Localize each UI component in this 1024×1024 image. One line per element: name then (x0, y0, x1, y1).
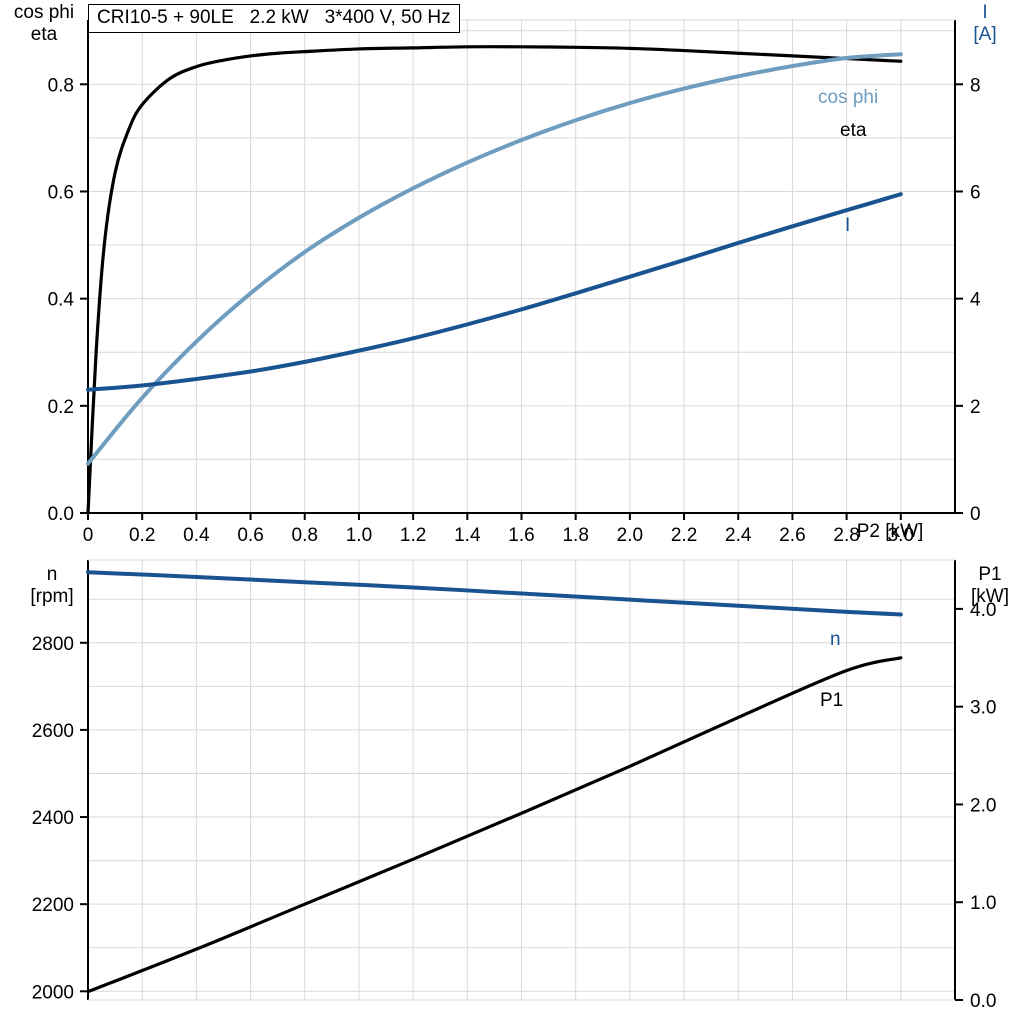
upper-x-axis-title: P2 [kW] (857, 521, 924, 542)
curve-I (86, 192, 903, 392)
svg-text:3.0: 3.0 (970, 698, 996, 719)
lower-right-axis-title-line2: [kW] (971, 586, 1009, 607)
curve-n (86, 570, 903, 617)
svg-text:2200: 2200 (32, 895, 74, 916)
curve-eta (86, 45, 903, 515)
svg-text:1.4: 1.4 (454, 525, 481, 546)
svg-text:3.0: 3.0 (888, 525, 914, 546)
lower-left-axis-title-line1: n (47, 564, 58, 585)
svg-text:1.8: 1.8 (562, 525, 588, 546)
svg-text:2.0: 2.0 (617, 525, 643, 546)
svg-text:1.6: 1.6 (508, 525, 534, 546)
svg-text:0.8: 0.8 (292, 525, 318, 546)
upper-left-axis-title-line1: cos phi (14, 2, 74, 23)
svg-text:0.2: 0.2 (129, 525, 155, 546)
upper-left-axis-title-line2: eta (31, 24, 58, 45)
upper-tick-labels: 0 0.2 0.4 0.6 0.8 1.0 1.2 1.4 1.6 1.8 2.0 2.2 2.4 2.6… (48, 75, 981, 546)
curve-label-speed: n (830, 629, 841, 650)
svg-text:2600: 2600 (32, 721, 74, 742)
svg-text:0.0: 0.0 (970, 991, 996, 1012)
svg-text:2400: 2400 (32, 808, 74, 829)
upper-plot: 0 0.2 0.4 0.6 0.8 1.0 1.2 1.4 1.6 1.8 2.0 2.2 2.4 2.6… (14, 2, 997, 546)
svg-text:1.2: 1.2 (400, 525, 426, 546)
lower-tick-labels: 2000 2200 2400 2600 2800 0.0 1.0 2.0 3.0 4.0 (32, 600, 997, 1012)
svg-text:2.4: 2.4 (725, 525, 752, 546)
lower-gridlines (87, 560, 955, 1000)
svg-text:2800: 2800 (32, 634, 74, 655)
curve-label-p1: P1 (820, 690, 843, 711)
lower-plot: 2000 2200 2400 2600 2800 0.0 1.0 2.0 3.0 4.0 n [r… (30, 559, 1009, 1012)
svg-text:0.2: 0.2 (48, 397, 74, 418)
curve-cos-phi (86, 52, 903, 466)
lower-curves (86, 570, 903, 994)
upper-curves (86, 45, 903, 515)
svg-text:1.0: 1.0 (346, 525, 372, 546)
curve-label-eta: eta (840, 120, 867, 141)
svg-text:0.6: 0.6 (237, 525, 263, 546)
svg-text:0.6: 0.6 (48, 182, 74, 203)
svg-text:0.8: 0.8 (48, 75, 74, 96)
upper-right-axis-title-line1: I (982, 2, 987, 23)
curve-P1 (86, 656, 903, 994)
svg-text:1.0: 1.0 (970, 893, 996, 914)
lower-left-axis-title-line2: [rpm] (30, 586, 73, 607)
upper-right-axis-title-line2: [A] (973, 24, 996, 45)
svg-text:8: 8 (970, 75, 981, 96)
svg-text:0: 0 (83, 525, 94, 546)
svg-text:2: 2 (970, 397, 981, 418)
curve-label-current: I (845, 215, 850, 236)
svg-text:6: 6 (970, 182, 981, 203)
chart-title-box: CRI10-5 + 90LE 2.2 kW 3*400 V, 50 Hz (88, 4, 460, 33)
svg-text:0.0: 0.0 (48, 504, 74, 525)
svg-text:2.8: 2.8 (833, 525, 859, 546)
svg-text:0.4: 0.4 (183, 525, 210, 546)
lower-tick-marks (80, 607, 963, 1001)
svg-text:4: 4 (970, 290, 981, 311)
svg-text:2.2: 2.2 (671, 525, 697, 546)
lower-right-axis-title-line1: P1 (978, 564, 1001, 585)
curve-label-cos-phi: cos phi (818, 87, 878, 108)
svg-text:4.0: 4.0 (970, 600, 996, 621)
svg-text:2.6: 2.6 (779, 525, 805, 546)
svg-text:2000: 2000 (32, 982, 74, 1003)
svg-text:0.4: 0.4 (48, 290, 75, 311)
svg-text:0: 0 (970, 504, 981, 525)
svg-text:2.0: 2.0 (970, 795, 996, 816)
